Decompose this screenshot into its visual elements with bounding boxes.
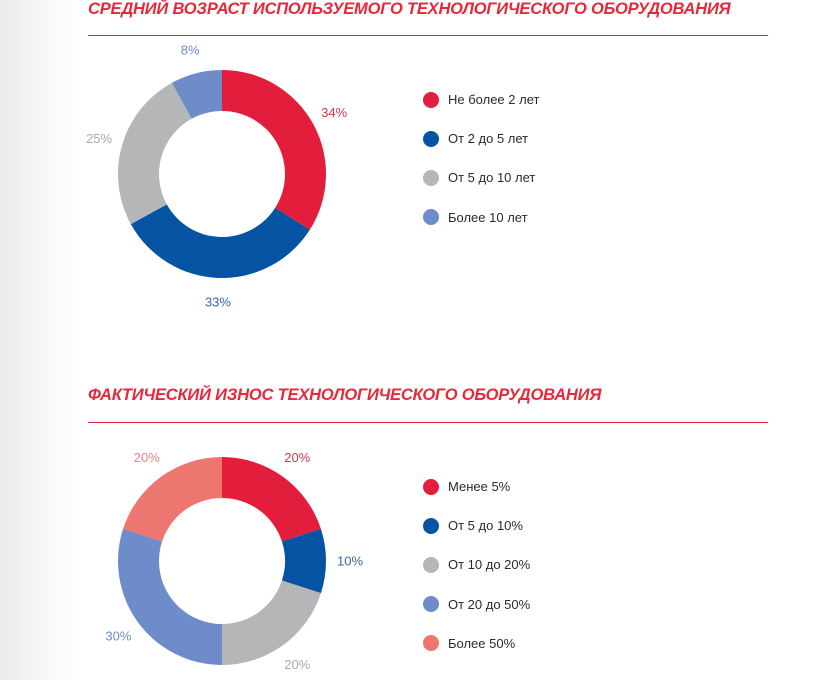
slice-value-label: 20% bbox=[284, 657, 310, 672]
legend-swatch-icon bbox=[423, 556, 439, 573]
legend-swatch-icon bbox=[423, 478, 439, 495]
donut-slice-более-50pct bbox=[123, 457, 222, 542]
donut-slice-от-2-до-5-лет bbox=[130, 204, 310, 278]
legend-label: От 5 до 10% bbox=[448, 518, 523, 534]
slice-value-label: 20% bbox=[284, 450, 310, 465]
donut-slice-более-10-лет bbox=[171, 70, 222, 119]
legend-swatch-icon bbox=[423, 130, 439, 147]
legend-swatch-icon bbox=[423, 169, 439, 186]
legend-swatch-icon bbox=[423, 596, 439, 613]
slice-value-label: 33% bbox=[205, 294, 231, 309]
legend-label: Более 10 лет bbox=[448, 209, 528, 225]
legend-label: Не более 2 лет bbox=[448, 92, 540, 107]
legend-label: От 5 до 10 лет bbox=[448, 170, 536, 186]
legend-swatch-icon bbox=[423, 91, 439, 108]
slice-value-label: 25% bbox=[86, 131, 112, 146]
slice-value-label: 10% bbox=[337, 554, 363, 569]
donut-chart: 20% 10% 20% 30% 20% bbox=[105, 450, 363, 672]
donut-chart: 34% 33% 25% 8% bbox=[86, 43, 348, 310]
legend-label: От 20 до 50% bbox=[448, 596, 531, 612]
slice-value-label: 34% bbox=[321, 105, 347, 120]
legend-label: Менее 5% bbox=[448, 479, 511, 494]
slice-value-label: 30% bbox=[105, 629, 131, 644]
donut-slice-менее-5pct bbox=[222, 457, 321, 542]
donut-slice-не-более-2-лет bbox=[222, 70, 326, 230]
slice-value-label: 8% bbox=[181, 43, 200, 58]
title-divider bbox=[88, 422, 768, 423]
chart-actual-wear: ФАКТИЧЕСКИЙ ИЗНОС ТЕХНОЛОГИЧЕСКОГО ОБОРУ… bbox=[0, 385, 840, 680]
legend-swatch-icon bbox=[423, 635, 439, 652]
chart-average-age: СРЕДНИЙ ВОЗРАСТ ИСПОЛЬЗУЕМОГО ТЕХНОЛОГИЧ… bbox=[86, 0, 768, 310]
slice-value-label: 20% bbox=[134, 450, 160, 465]
legend-swatch-icon bbox=[423, 517, 439, 534]
donut-slice-от-5-до-10-лет bbox=[118, 82, 192, 225]
chart-title: ФАКТИЧЕСКИЙ ИЗНОС ТЕХНОЛОГИЧЕСКОГО ОБОРУ… bbox=[88, 386, 602, 404]
legend-label: От 10 до 20% bbox=[448, 557, 531, 573]
legend-label: От 2 до 5 лет bbox=[448, 131, 529, 147]
legend-label: Более 50% bbox=[448, 635, 516, 651]
donut-slice-от-10-до-20pct bbox=[222, 580, 321, 665]
chart-title: СРЕДНИЙ ВОЗРАСТ ИСПОЛЬЗУЕМОГО ТЕХНОЛОГИЧ… bbox=[88, 0, 731, 18]
legend-swatch-icon bbox=[423, 209, 439, 226]
title-divider bbox=[88, 35, 768, 36]
donut-slice-от-5-до-10pct bbox=[281, 528, 326, 594]
donut-slice-от-20-до-50pct bbox=[118, 528, 222, 665]
